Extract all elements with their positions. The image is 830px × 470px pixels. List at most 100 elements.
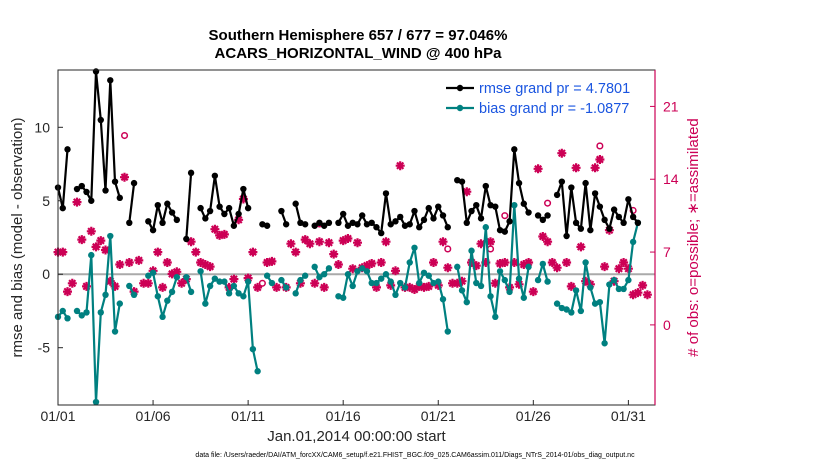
bias-point bbox=[282, 284, 290, 291]
rmse-point bbox=[525, 209, 532, 216]
right-y-tick-label: 14 bbox=[663, 171, 679, 187]
rmse-point bbox=[225, 204, 233, 212]
bias-point bbox=[577, 307, 585, 315]
assimilated-obs-marker bbox=[215, 230, 225, 240]
assimilated-obs-marker bbox=[82, 281, 91, 291]
possible-obs-marker bbox=[258, 279, 266, 287]
bias-point bbox=[553, 300, 561, 307]
bias-point bbox=[244, 278, 252, 285]
assimilated-obs-marker bbox=[566, 281, 576, 291]
bias-point bbox=[111, 328, 119, 335]
assimilated-obs-marker bbox=[110, 281, 120, 291]
assimilated-obs-marker bbox=[286, 239, 296, 249]
rmse-point bbox=[278, 207, 285, 215]
assimilated-obs-marker bbox=[300, 235, 310, 245]
y-axis-label: rmse and bias (model - observation) bbox=[9, 117, 26, 357]
bias-point bbox=[159, 313, 166, 321]
assimilated-obs-marker bbox=[362, 261, 372, 271]
legend-layer: rmse grand pr = 4.7801 bias grand pr = -1… bbox=[446, 81, 630, 117]
assimilated-obs-marker bbox=[153, 247, 163, 257]
bias-point bbox=[107, 232, 114, 240]
assimilated-obs-marker bbox=[329, 249, 339, 259]
assimilated-obs-marker bbox=[372, 282, 381, 292]
bias-point bbox=[563, 306, 570, 313]
assimilated-obs-marker bbox=[376, 258, 386, 267]
rmse-point bbox=[216, 203, 223, 210]
bias-point bbox=[368, 279, 375, 287]
assimilated-obs-marker bbox=[234, 215, 244, 225]
bias-point bbox=[349, 282, 356, 290]
assimilated-obs-marker bbox=[614, 264, 624, 274]
rmse-point bbox=[102, 187, 109, 194]
bias-point bbox=[216, 278, 223, 285]
bias-point bbox=[473, 279, 480, 287]
assimilated-obs-marker bbox=[590, 163, 600, 173]
bias-point bbox=[64, 315, 71, 322]
rmse-point bbox=[477, 215, 485, 222]
rmse-point bbox=[78, 182, 85, 190]
bias-point bbox=[221, 278, 228, 285]
assimilated-obs-marker bbox=[547, 258, 557, 267]
assimilated-obs-marker bbox=[105, 276, 115, 286]
rmse-point bbox=[230, 222, 238, 229]
assimilated-obs-marker bbox=[86, 226, 96, 236]
right-y-tick-label: 0 bbox=[663, 317, 671, 333]
assimilated-obs-marker bbox=[509, 258, 519, 267]
bias-point bbox=[587, 284, 594, 291]
assimilated-obs-marker bbox=[91, 242, 101, 252]
bias-point bbox=[625, 276, 632, 284]
x-tick-label: 01/31 bbox=[611, 408, 646, 424]
assimilated-obs-marker bbox=[552, 263, 562, 273]
assimilated-obs-marker bbox=[96, 236, 106, 246]
bias-point bbox=[130, 291, 138, 299]
assimilated-obs-marker bbox=[120, 172, 129, 182]
bias-point bbox=[249, 345, 257, 353]
assimilated-obs-marker bbox=[462, 187, 472, 197]
bias-point bbox=[173, 273, 181, 281]
bias-point bbox=[320, 271, 328, 278]
bias-point bbox=[511, 201, 518, 209]
bias-point bbox=[392, 291, 399, 299]
rmse-point bbox=[544, 212, 551, 219]
bias-point bbox=[92, 398, 100, 406]
rmse-point bbox=[164, 200, 171, 207]
rmse-point bbox=[211, 172, 219, 179]
assimilated-obs-marker bbox=[101, 245, 110, 255]
rmse-point bbox=[173, 216, 181, 224]
rmse-point bbox=[558, 178, 566, 185]
bias-point bbox=[230, 282, 238, 290]
rmse-point bbox=[468, 207, 475, 215]
bias-point bbox=[102, 291, 109, 299]
rmse-line-segment bbox=[147, 202, 178, 232]
rmse-point bbox=[629, 213, 637, 221]
bias-point bbox=[316, 273, 323, 281]
possible-obs-marker bbox=[501, 212, 509, 220]
bias-point bbox=[501, 276, 508, 284]
chart-title-line-1: Southern Hemisphere 657 / 677 = 97.046% bbox=[208, 27, 508, 44]
bias-point bbox=[520, 294, 528, 301]
bias-point bbox=[183, 273, 190, 281]
bias-point bbox=[263, 272, 271, 279]
rmse-point bbox=[244, 204, 252, 212]
rmse-point bbox=[59, 204, 66, 212]
assimilated-obs-marker bbox=[581, 276, 591, 286]
bias-point bbox=[235, 290, 242, 297]
rmse-point bbox=[73, 185, 81, 193]
assimilated-obs-marker bbox=[143, 278, 153, 288]
axes-layer: 01/01 01/06 01/11 01/16 01/21 01/26 01/31 -5 0 5 1… bbox=[9, 69, 702, 445]
assimilated-obs-marker bbox=[305, 239, 315, 249]
rmse-point bbox=[511, 146, 518, 153]
rmse-point bbox=[202, 215, 209, 222]
bias-point bbox=[359, 265, 366, 272]
bias-line-segment bbox=[76, 234, 121, 404]
rmse-point bbox=[206, 207, 214, 215]
bias-point bbox=[629, 238, 637, 246]
assimilated-obs-marker bbox=[486, 237, 495, 247]
rmse-point bbox=[187, 169, 195, 177]
rmse-point bbox=[615, 213, 623, 221]
rmse-line-segment bbox=[337, 192, 449, 235]
rmse-point bbox=[463, 219, 470, 227]
rmse-point bbox=[625, 196, 632, 203]
rmse-point bbox=[97, 116, 104, 124]
